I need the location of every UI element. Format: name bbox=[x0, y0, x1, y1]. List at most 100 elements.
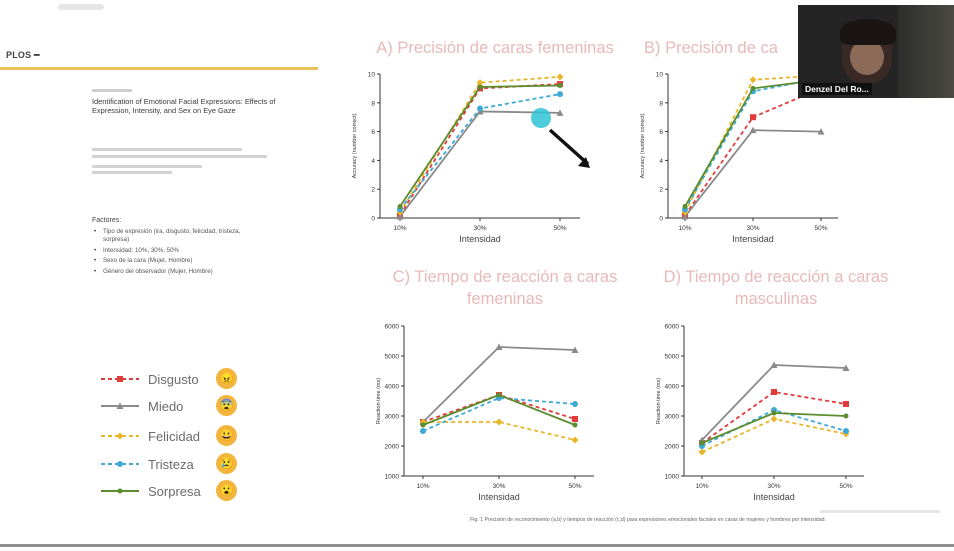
data-point bbox=[476, 79, 484, 87]
data-point bbox=[571, 346, 579, 353]
data-point bbox=[477, 84, 483, 90]
chart-d-title: D) Tiempo de reacción a caras masculinas bbox=[663, 268, 889, 308]
paper-author-lines bbox=[92, 148, 292, 188]
data-point bbox=[842, 364, 850, 371]
legend-item-tristeza: Tristeza 😢 bbox=[100, 453, 250, 477]
data-point bbox=[770, 361, 778, 368]
chart-c-title: C) Tiempo de reacción a caras femeninas bbox=[392, 268, 618, 308]
top-bar-smudge bbox=[58, 4, 104, 10]
data-point bbox=[572, 422, 578, 428]
y-tick-label: 2000 bbox=[385, 444, 400, 451]
legend-label: Tristeza bbox=[148, 457, 194, 472]
y-tick-label: 1000 bbox=[385, 474, 400, 481]
series-sorpresa bbox=[420, 392, 578, 428]
y-axis-label: Reaction time (ms) bbox=[656, 378, 662, 424]
data-point bbox=[750, 114, 756, 121]
legend-swatch bbox=[101, 461, 139, 467]
y-tick-label: 6 bbox=[659, 129, 663, 136]
y-tick-label: 5000 bbox=[385, 354, 400, 361]
x-tick-label: 30% bbox=[492, 483, 505, 490]
pointer-arrow bbox=[548, 128, 590, 166]
series-line bbox=[684, 87, 822, 216]
legend-item-miedo: Miedo 😨 bbox=[100, 395, 250, 419]
journal-header-rule bbox=[0, 67, 318, 70]
data-point bbox=[396, 213, 404, 220]
data-point bbox=[681, 213, 689, 220]
data-point bbox=[397, 203, 403, 209]
legend-marker bbox=[116, 432, 124, 440]
emoji-felicidad-icon: 😀 bbox=[216, 425, 237, 446]
series-line bbox=[701, 391, 847, 444]
y-tick-label: 4000 bbox=[385, 384, 400, 391]
legend-marker bbox=[116, 402, 124, 409]
x-tick-label: 30% bbox=[473, 225, 486, 232]
legend-marker bbox=[117, 461, 123, 467]
y-tick-label: 0 bbox=[659, 216, 663, 223]
chart-a-plot: 0 2 4 6 8 10 10% 30% 50% Intensidad Accuracy (numb… bbox=[352, 72, 580, 244]
y-tick-label: 6 bbox=[371, 129, 375, 136]
data-point bbox=[771, 410, 777, 416]
data-point bbox=[556, 73, 564, 81]
x-tick-label: 50% bbox=[839, 483, 852, 490]
data-point bbox=[843, 428, 849, 434]
legend-label: Disgusto bbox=[148, 372, 199, 387]
x-axis-label: Intensidad bbox=[753, 492, 795, 502]
paper-kicker bbox=[92, 89, 132, 92]
y-tick-label: 10 bbox=[656, 72, 664, 79]
series-sorpresa bbox=[397, 83, 563, 209]
cursor-highlight bbox=[531, 108, 551, 128]
chart-d-plot: 1000 2000 3000 4000 5000 6000 10% 30% 50% Intensi… bbox=[656, 324, 864, 502]
legend-label: Felicidad bbox=[148, 429, 201, 444]
x-tick-label: 10% bbox=[416, 483, 429, 490]
data-point bbox=[749, 76, 757, 84]
y-tick-label: 4 bbox=[659, 158, 663, 165]
legend-swatch bbox=[101, 432, 139, 440]
factors-title: Factores: bbox=[92, 217, 122, 224]
legend-marker bbox=[117, 488, 123, 494]
x-axis-label: Intensidad bbox=[478, 492, 520, 502]
x-axis-label: Intensidad bbox=[459, 234, 501, 244]
legend-marker bbox=[117, 376, 123, 382]
webcam-tile[interactable]: Denzel Del Ro... bbox=[798, 5, 954, 98]
data-point bbox=[495, 418, 503, 426]
legend-label: Sorpresa bbox=[148, 484, 201, 499]
data-point bbox=[572, 401, 578, 407]
emoji-disgusto-icon: 😠 bbox=[216, 368, 237, 389]
data-point bbox=[750, 85, 756, 91]
y-tick-label: 4 bbox=[371, 158, 375, 165]
legend-item-felicidad: Felicidad 😀 bbox=[100, 425, 250, 449]
data-point bbox=[496, 392, 502, 398]
data-point bbox=[420, 422, 426, 428]
data-point bbox=[477, 105, 483, 112]
data-point bbox=[698, 448, 706, 456]
data-point bbox=[770, 415, 778, 423]
data-point bbox=[749, 126, 757, 134]
emoji-miedo-icon: 😨 bbox=[216, 395, 237, 416]
x-axis-label: Intensidad bbox=[732, 234, 774, 244]
data-point bbox=[843, 401, 849, 407]
data-point bbox=[557, 91, 563, 98]
x-tick-label: 30% bbox=[767, 483, 780, 490]
data-point bbox=[682, 203, 688, 209]
y-tick-label: 10 bbox=[368, 72, 376, 79]
y-axis-label: Accuracy (number correct) bbox=[640, 113, 646, 178]
y-tick-label: 4000 bbox=[665, 384, 680, 391]
data-point bbox=[557, 83, 563, 89]
y-axis-label: Accuracy (number correct) bbox=[352, 113, 358, 178]
factors-list: Tipo de expresión (ira, disgusto, felici… bbox=[92, 228, 262, 278]
legend-item-disgusto: Disgusto 😠 bbox=[100, 368, 250, 392]
series-line bbox=[684, 78, 822, 207]
chart-b-title: B) Precisión de ca bbox=[644, 39, 778, 57]
pointer-arrow-head bbox=[578, 157, 590, 168]
bottom-divider bbox=[0, 544, 954, 547]
y-tick-label: 3000 bbox=[665, 414, 680, 421]
y-tick-label: 6000 bbox=[665, 324, 680, 331]
series-line bbox=[422, 397, 576, 432]
data-point bbox=[556, 109, 564, 116]
series-sorpresa bbox=[699, 410, 849, 446]
y-tick-label: 8 bbox=[659, 100, 663, 107]
x-tick-label: 30% bbox=[746, 225, 759, 232]
legend-label: Miedo bbox=[148, 399, 184, 414]
chart-a-title: A) Precisión de caras femeninas bbox=[376, 39, 614, 57]
x-tick-label: 10% bbox=[678, 225, 691, 232]
